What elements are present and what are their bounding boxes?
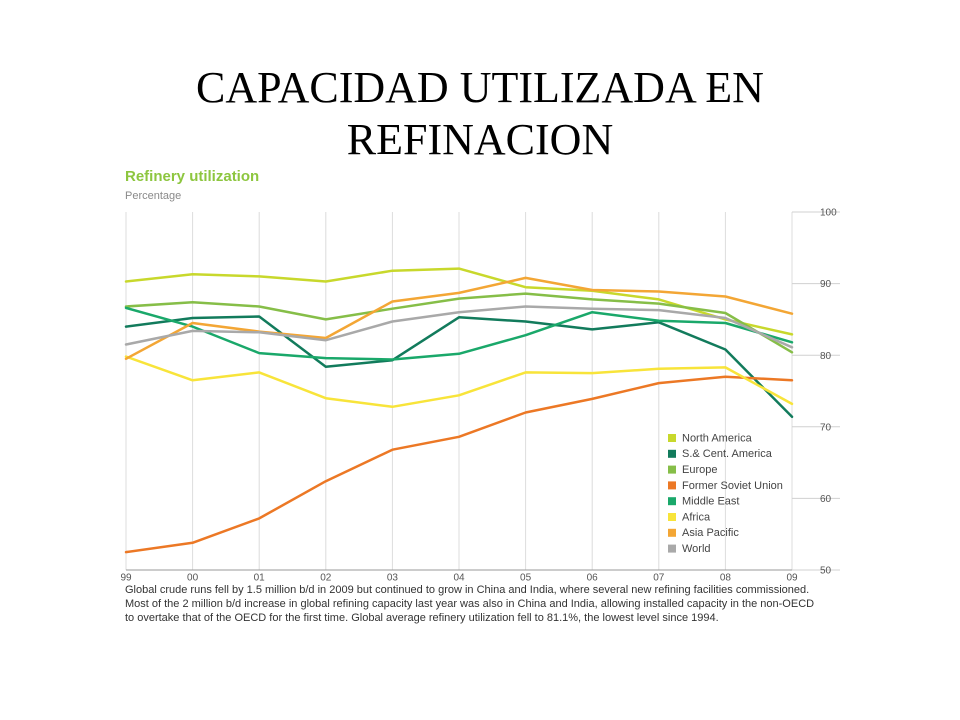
legend-label: North America — [682, 432, 753, 444]
y-tick-label: 70 — [820, 422, 832, 433]
x-tick-label: 06 — [587, 572, 599, 583]
x-tick-label: 08 — [720, 572, 732, 583]
legend-label: Africa — [682, 511, 711, 523]
x-tick-label: 03 — [387, 572, 399, 583]
x-tick-label: 05 — [520, 572, 532, 583]
legend-swatch — [668, 465, 676, 474]
legend-label: S.& Cent. America — [682, 448, 773, 460]
legend-swatch — [668, 481, 676, 490]
legend-swatch — [668, 434, 676, 442]
legend-swatch — [668, 497, 676, 506]
legend-swatch — [668, 528, 676, 537]
y-tick-label: 100 — [820, 208, 837, 219]
x-tick-label: 07 — [653, 572, 665, 583]
slide-title-line-2: REFINACION — [346, 115, 614, 164]
series-line — [124, 315, 794, 419]
y-tick-label: 50 — [820, 566, 832, 577]
series-line — [124, 355, 794, 409]
y-tick-label: 60 — [820, 494, 832, 505]
legend-swatch — [668, 449, 676, 458]
chart-caption: Global crude runs fell by 1.5 million b/… — [125, 584, 815, 624]
series-line — [124, 375, 794, 554]
legend-label: Former Soviet Union — [682, 480, 783, 492]
x-tick-label: 99 — [120, 572, 132, 583]
x-tick-label: 04 — [453, 572, 465, 583]
series-line — [124, 306, 794, 361]
legend-label: Middle East — [682, 496, 739, 508]
y-tick-label: 90 — [820, 279, 832, 290]
chart-title: Refinery utilization — [125, 168, 260, 185]
x-tick-label: 00 — [187, 572, 199, 583]
series-line — [124, 305, 794, 349]
slide-title-line-1: CAPACIDAD UTILIZADA EN — [196, 63, 764, 112]
legend-swatch — [668, 513, 676, 521]
x-tick-label: 01 — [254, 572, 266, 583]
chart-subtitle: Percentage — [125, 190, 182, 202]
series-line — [124, 292, 794, 354]
x-tick-label: 02 — [320, 572, 332, 583]
legend-label: Europe — [682, 464, 717, 476]
legend-label: World — [682, 543, 711, 555]
series-line — [124, 276, 794, 361]
y-tick-label: 80 — [820, 351, 832, 362]
slide-title: CAPACIDAD UTILIZADA EN REFINACION — [0, 62, 960, 166]
x-tick-label: 09 — [786, 572, 798, 583]
legend-swatch — [668, 544, 676, 553]
legend-label: Asia Pacific — [682, 527, 739, 539]
